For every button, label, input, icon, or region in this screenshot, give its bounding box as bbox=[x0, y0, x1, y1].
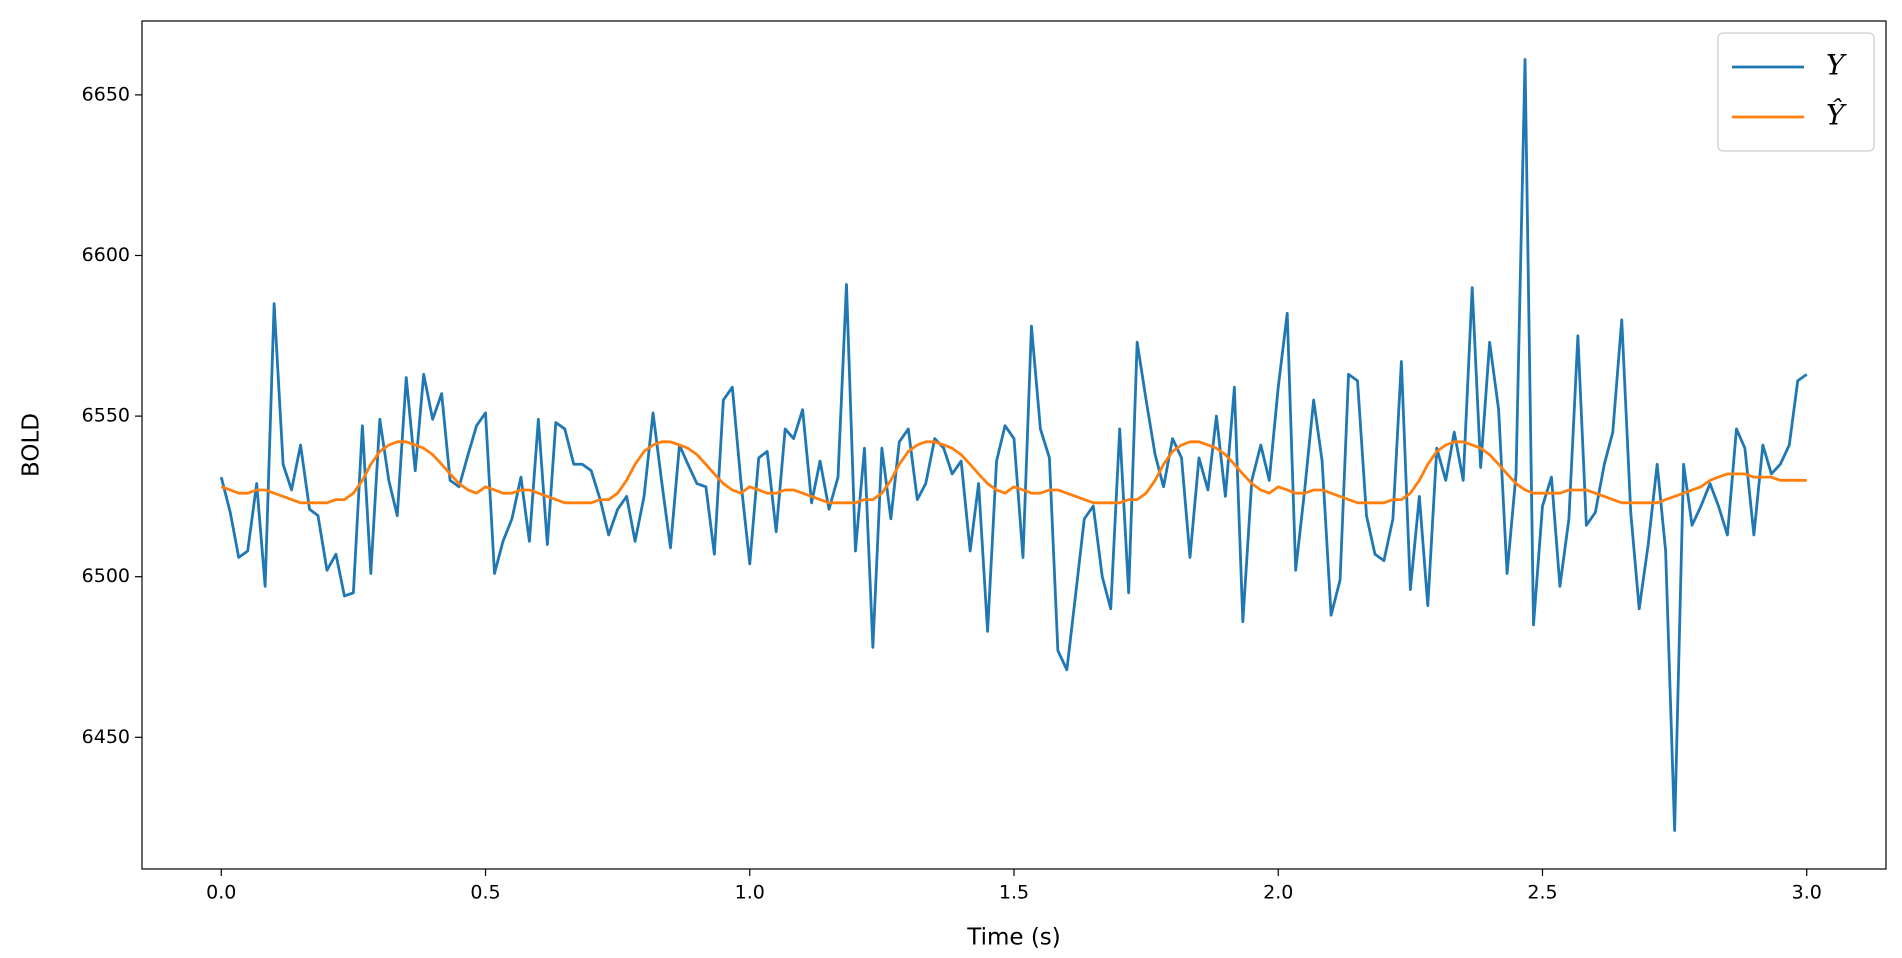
y-tick-label: 6600 bbox=[82, 244, 130, 266]
x-tick-label: 0.0 bbox=[206, 882, 236, 904]
legend-box bbox=[1717, 32, 1875, 152]
x-tick-label: 1.5 bbox=[999, 882, 1029, 904]
x-tick-label: 3.0 bbox=[1792, 882, 1822, 904]
plot-frame bbox=[141, 20, 1887, 870]
series-line bbox=[219, 58, 1808, 832]
y-axis-title: BOLD bbox=[19, 413, 45, 477]
legend-label: Y bbox=[1826, 49, 1847, 82]
series-line bbox=[220, 440, 1807, 505]
legend-label: Ŷ bbox=[1826, 99, 1847, 132]
y-tick-label: 6550 bbox=[82, 405, 130, 427]
x-tick-label: 2.0 bbox=[1263, 882, 1293, 904]
y-tick-label: 6500 bbox=[82, 565, 130, 587]
x-tick-label: 2.5 bbox=[1527, 882, 1557, 904]
y-tick-label: 6650 bbox=[82, 83, 130, 105]
x-tick-label: 1.0 bbox=[735, 882, 765, 904]
x-tick-label: 0.5 bbox=[470, 882, 500, 904]
x-axis-title: Time (s) bbox=[966, 925, 1061, 951]
y-tick-label: 6450 bbox=[82, 726, 130, 748]
